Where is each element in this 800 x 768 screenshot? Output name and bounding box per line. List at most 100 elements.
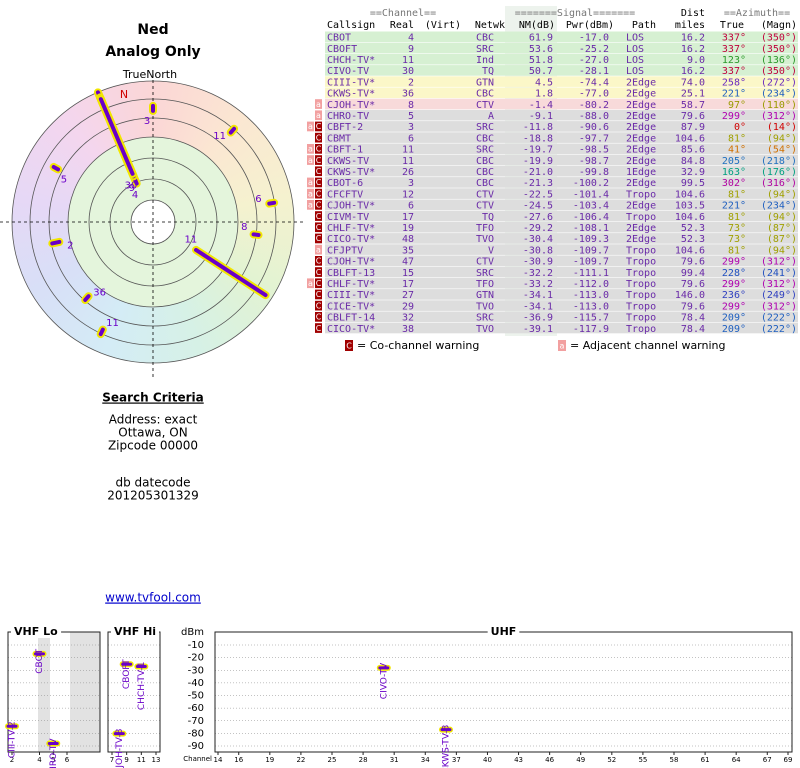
cell: -113.0 — [573, 301, 609, 312]
cell: SRC — [476, 145, 494, 156]
cell: CBOT-6 — [327, 178, 363, 189]
cell: -109.7 — [573, 245, 609, 256]
y-tick-label: -20 — [188, 653, 204, 664]
x-tick-label: 4 — [37, 756, 42, 764]
cell: 48 — [402, 234, 414, 245]
cell: 16.2 — [681, 44, 705, 55]
x-tick-label: 19 — [265, 756, 274, 764]
panel-label-bg — [487, 625, 520, 638]
warning-box — [315, 211, 322, 221]
cell: 52.3 — [681, 223, 705, 234]
cell: -111.1 — [573, 268, 609, 279]
station-label: CHCH-TV-1 — [137, 661, 147, 710]
cell: (350°) — [761, 66, 797, 77]
group-header: =======Signal======= — [515, 8, 635, 19]
cell: CBC — [476, 167, 494, 178]
warning-box — [307, 200, 314, 210]
cell: 146.0 — [675, 290, 705, 301]
cell: -98.7 — [579, 156, 609, 167]
warning-symbol: C — [316, 133, 322, 142]
x-tick-label: 7 — [110, 756, 114, 764]
warning-symbol: C — [316, 156, 322, 165]
warning-box — [307, 177, 314, 188]
station-label: CIVO-TV — [379, 662, 389, 699]
cell: LOS — [626, 33, 644, 44]
cell: CICO-TV* — [327, 234, 375, 245]
x-tick-label: 31 — [390, 756, 399, 764]
y-tick-label: -80 — [188, 728, 204, 739]
cell: Tropo — [626, 268, 656, 279]
cell: 4 — [408, 33, 414, 44]
warning-symbol: C — [316, 122, 322, 131]
x-tick-label: 37 — [452, 756, 461, 764]
x-tick-label: 58 — [670, 756, 679, 764]
cell: 4.5 — [535, 77, 553, 88]
cell: 97° — [728, 100, 746, 111]
warning-symbol: a — [308, 201, 313, 210]
y-tick-label: -10 — [188, 640, 204, 651]
cell: CBMT — [327, 133, 351, 144]
cell: 99.4 — [681, 268, 705, 279]
row-background — [325, 121, 798, 132]
row-background — [325, 76, 798, 87]
cell: (350°) — [761, 44, 797, 55]
x-tick-label: 6 — [65, 756, 70, 764]
cell: -99.8 — [579, 167, 609, 178]
cell: 26 — [402, 167, 414, 178]
warning-box — [315, 110, 322, 121]
warning-symbol: C — [316, 279, 322, 288]
group-header: ==Channel== — [370, 8, 436, 19]
cell: 81° — [728, 245, 746, 256]
x-tick-label: 22 — [296, 756, 305, 764]
row-background — [325, 42, 798, 54]
column-header: NM(dB) — [519, 20, 555, 31]
cell: (136°) — [761, 55, 797, 66]
cell: -109.7 — [573, 257, 609, 268]
cell: -101.4 — [573, 189, 609, 200]
cell: -36.9 — [523, 313, 553, 324]
panel-label: UHF — [491, 625, 517, 638]
cell: -21.0 — [523, 167, 553, 178]
warning-box — [315, 155, 322, 165]
cell: TFO — [476, 279, 494, 290]
row-background — [325, 87, 798, 99]
warning-symbol: C — [316, 145, 322, 154]
title: Ned — [137, 22, 168, 38]
x-tick-label: 16 — [234, 756, 243, 764]
column-header: Real — [390, 20, 414, 31]
cell: 81° — [728, 133, 746, 144]
cell: 47 — [402, 257, 414, 268]
column-header: Pwr(dBm) — [566, 20, 614, 31]
cell: CBC — [476, 133, 494, 144]
cell: CICO-TV* — [327, 324, 375, 335]
cell: 79.6 — [681, 111, 705, 122]
cell: 16.2 — [681, 33, 705, 44]
cell: (249°) — [761, 290, 797, 301]
cell: 209° — [722, 324, 746, 335]
cell: 258° — [722, 77, 746, 88]
cell: Tropo — [626, 313, 656, 324]
x-tick-label: 67 — [763, 756, 772, 764]
legend-text: = Adjacent channel warning — [570, 339, 726, 352]
cell: 11 — [402, 156, 414, 167]
cell: 38 — [402, 324, 414, 335]
cell: 50.7 — [529, 66, 553, 77]
x-tick-label: 5 — [51, 756, 55, 764]
signal-bar — [83, 294, 91, 302]
cell: -32.2 — [523, 268, 553, 279]
cell: (312°) — [761, 257, 797, 268]
cell: Tropo — [626, 279, 656, 290]
cell: -11.8 — [523, 122, 553, 133]
cell: -24.5 — [523, 201, 553, 212]
warning-symbol: C — [316, 290, 322, 299]
site-link[interactable]: www.tvfool.com — [105, 591, 201, 605]
signal-bar — [251, 232, 261, 237]
magnetic-north: N — [120, 88, 128, 101]
panel-label-bg — [11, 625, 62, 638]
warning-symbol: C — [316, 223, 322, 232]
legend-symbol: C — [346, 342, 352, 351]
cell: Tropo — [626, 212, 656, 223]
cell: 87.9 — [681, 122, 705, 133]
cell: V — [488, 245, 494, 256]
